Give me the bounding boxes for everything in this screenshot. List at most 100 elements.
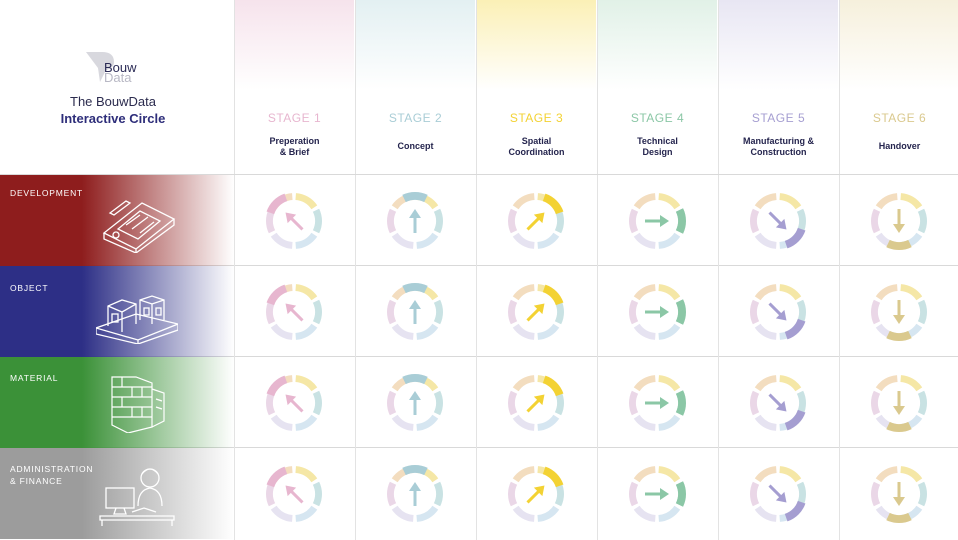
direction-arrow-icon	[645, 488, 669, 500]
circle-cell[interactable]	[234, 357, 354, 448]
stage-column-5[interactable]: STAGE 5 Manufacturing & Construction	[718, 0, 838, 175]
stage-column-2[interactable]: STAGE 2 Concept	[355, 0, 475, 175]
circle-cell[interactable]	[718, 266, 838, 357]
circle-cell[interactable]	[597, 175, 717, 266]
ring-segment	[754, 284, 777, 301]
stage-column-6[interactable]: STAGE 6 Handover	[839, 0, 958, 175]
stage-color-band	[235, 0, 354, 90]
circle-cell[interactable]	[839, 266, 958, 357]
stage-number: STAGE 5	[751, 111, 806, 125]
circle-cell[interactable]	[476, 175, 596, 266]
ring-segment	[508, 390, 518, 416]
row-object[interactable]: OBJECT	[0, 266, 234, 357]
grid-column-divider	[355, 175, 356, 540]
ring-segment	[416, 232, 439, 249]
ring-segment	[779, 193, 802, 210]
circle-cell[interactable]	[839, 175, 958, 266]
stage-ring-icon	[871, 193, 927, 250]
ring-segment	[633, 414, 656, 431]
direction-arrow-icon	[285, 212, 304, 231]
stage-column-1[interactable]: STAGE 1 Preperation & Brief	[234, 0, 354, 175]
ring-segment	[387, 299, 397, 325]
direction-arrow-icon	[285, 394, 304, 413]
circle-cell[interactable]	[355, 448, 475, 539]
ring-segment	[512, 375, 535, 392]
direction-arrow-icon	[893, 482, 905, 506]
brand-title-line1: The BouwData	[70, 94, 156, 109]
circle-cell[interactable]	[597, 266, 717, 357]
stage-column-4[interactable]: STAGE 4 Technical Design	[597, 0, 717, 175]
circle-cell[interactable]	[355, 266, 475, 357]
ring-segment	[295, 323, 318, 340]
row-development[interactable]: DEVELOPMENT	[0, 175, 234, 266]
circle-cell[interactable]	[597, 357, 717, 448]
circle-cell[interactable]	[234, 266, 354, 357]
ring-active-segment	[784, 318, 806, 340]
ring-segment	[266, 390, 276, 416]
circle-cell[interactable]	[355, 357, 475, 448]
stage-number: STAGE 6	[872, 111, 927, 125]
ring-segment	[512, 505, 535, 522]
row-administration-finance[interactable]: ADMINISTRATION & FINANCE	[0, 448, 234, 539]
circle-cell[interactable]	[597, 448, 717, 539]
stage-name-line2: & Brief	[279, 147, 310, 157]
stage-ring-icon	[266, 375, 322, 431]
ring-segment	[871, 390, 881, 416]
ring-active-segment	[784, 409, 806, 431]
ring-active-segment	[266, 193, 288, 215]
direction-arrow-icon	[645, 397, 669, 409]
ring-segment	[658, 323, 681, 340]
ring-active-segment	[402, 283, 428, 294]
grid-column-divider	[839, 175, 840, 540]
row-material[interactable]: MATERIAL	[0, 357, 234, 448]
ring-segment	[266, 481, 276, 507]
circle-cell[interactable]	[476, 357, 596, 448]
circle-cell[interactable]	[718, 175, 838, 266]
ring-segment	[312, 299, 322, 325]
circle-cell[interactable]	[476, 448, 596, 539]
stage-name-line2: Construction	[750, 147, 807, 157]
circle-cell[interactable]	[476, 266, 596, 357]
stage-ring-icon	[750, 466, 806, 522]
stage-ring-icon	[871, 284, 927, 341]
circle-cell[interactable]	[839, 357, 958, 448]
ring-segment	[416, 505, 439, 522]
bouwdata-logo[interactable]: Bouw Data	[84, 48, 154, 85]
circle-cell[interactable]	[839, 448, 958, 539]
ring-segment	[779, 466, 802, 483]
ring-active-segment	[675, 299, 686, 325]
ring-segment	[633, 466, 656, 483]
ring-active-segment	[886, 239, 912, 250]
direction-arrow-icon	[285, 303, 304, 322]
ring-segment	[658, 284, 681, 301]
stage-ring-icon	[871, 466, 927, 523]
ring-active-segment	[675, 390, 686, 416]
circle-cell[interactable]	[234, 175, 354, 266]
ring-segment	[512, 466, 535, 483]
circle-cell[interactable]	[718, 357, 838, 448]
brand-header: Bouw Data The BouwData Interactive Circl…	[0, 0, 234, 175]
circle-cell[interactable]	[355, 175, 475, 266]
stage-ring-icon	[750, 193, 806, 249]
ring-segment	[633, 193, 656, 210]
grid-divider	[0, 447, 958, 448]
direction-arrow-icon	[409, 482, 421, 506]
ring-segment	[796, 481, 806, 507]
building-blocks-icon	[96, 295, 178, 344]
stage-number: STAGE 1	[267, 111, 322, 125]
stage-column-3[interactable]: STAGE 3 Spatial Coordination	[476, 0, 596, 175]
circle-cell[interactable]	[234, 448, 354, 539]
ring-segment	[875, 375, 898, 392]
stage-name-line1: Technical	[637, 136, 678, 146]
stage-ring-icon	[629, 193, 686, 249]
stage-color-band	[719, 0, 838, 90]
direction-arrow-icon	[409, 209, 421, 233]
ring-segment	[871, 299, 881, 325]
ring-segment	[512, 284, 535, 301]
stage-name-line1: Spatial	[521, 136, 552, 146]
circle-cell[interactable]	[718, 448, 838, 539]
ring-segment	[917, 208, 927, 234]
stage-color-band	[598, 0, 717, 90]
ring-active-segment	[886, 421, 912, 432]
stage-ring-icon	[750, 284, 806, 340]
